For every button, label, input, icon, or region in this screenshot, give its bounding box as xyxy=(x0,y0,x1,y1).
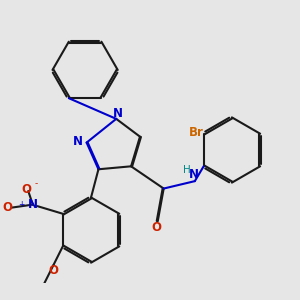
Text: Br: Br xyxy=(188,126,203,139)
Text: N: N xyxy=(73,135,83,148)
Text: O: O xyxy=(22,183,32,196)
Text: N: N xyxy=(113,107,123,120)
Text: H: H xyxy=(183,165,190,175)
Text: O: O xyxy=(151,220,161,234)
Text: +: + xyxy=(19,200,25,209)
Text: O: O xyxy=(49,264,58,277)
Text: N: N xyxy=(189,168,199,181)
Text: N: N xyxy=(28,198,38,211)
Text: -: - xyxy=(34,179,38,188)
Text: O: O xyxy=(3,201,13,214)
